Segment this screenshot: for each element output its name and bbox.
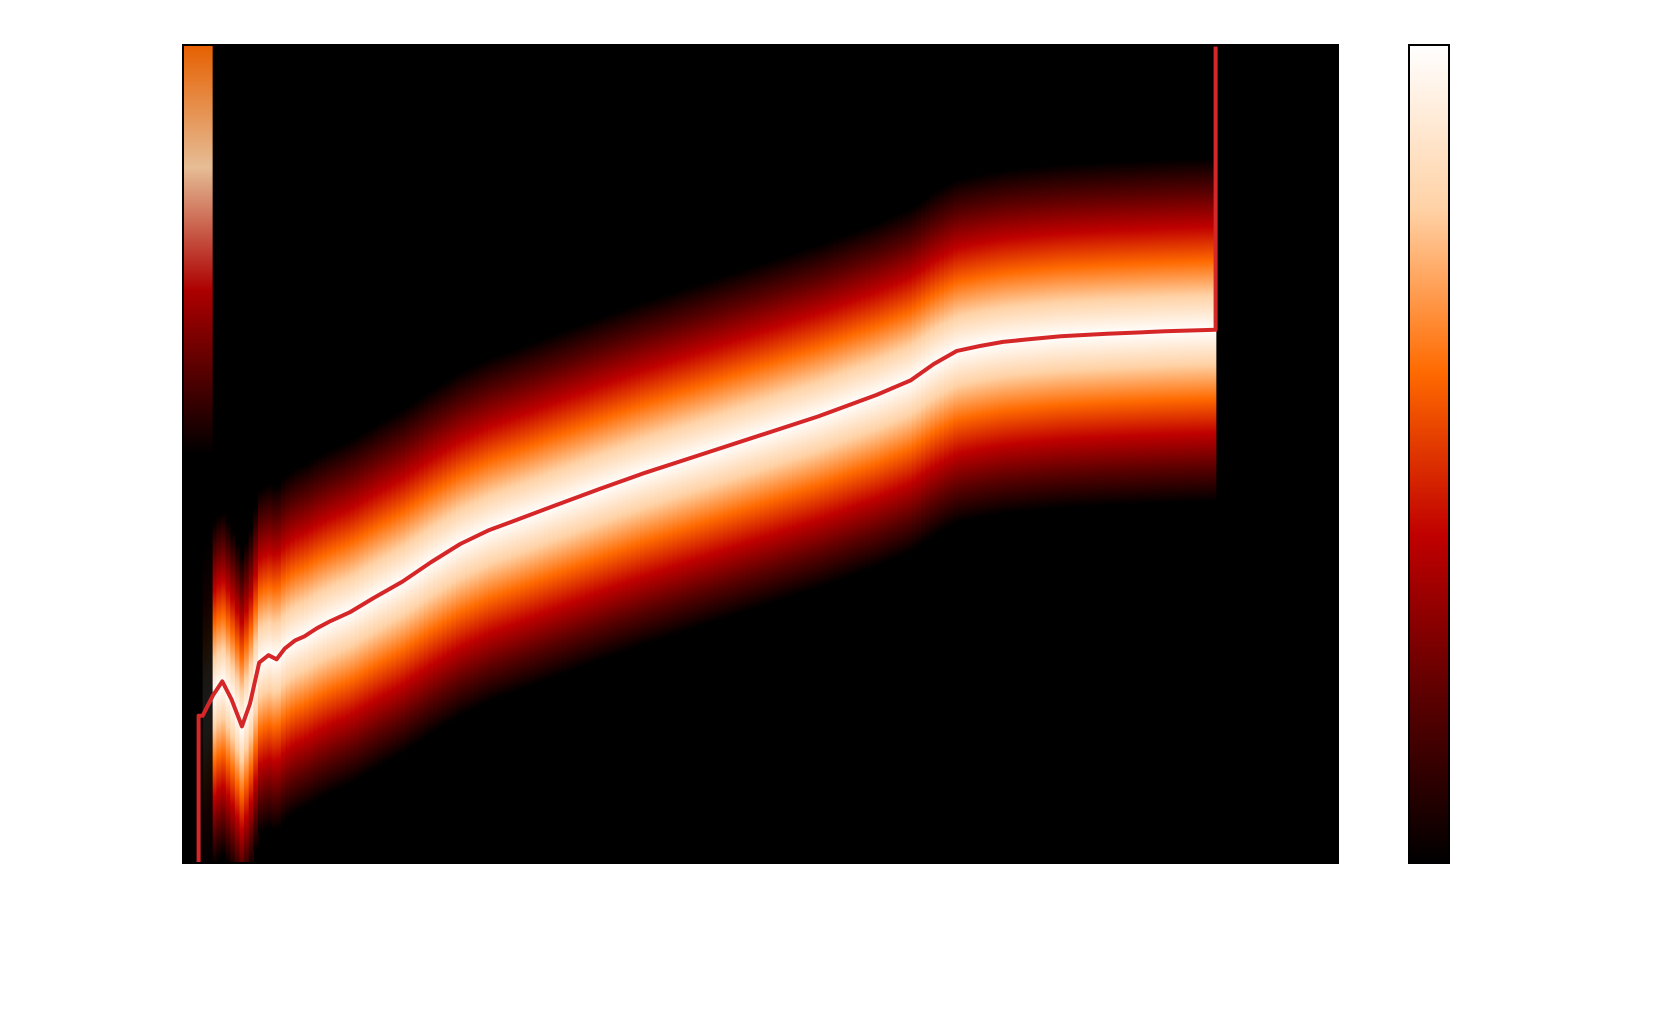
heatmap-cell bbox=[239, 554, 245, 863]
heatmap-cell bbox=[230, 530, 236, 863]
heatmap-cell bbox=[234, 542, 241, 863]
plot-frame bbox=[182, 44, 1339, 864]
plot-area bbox=[183, 45, 1338, 863]
heatmap-cell bbox=[244, 541, 250, 863]
colorbar-gradient bbox=[1409, 45, 1449, 863]
series-line bbox=[196, 46, 1218, 863]
colorbar bbox=[1408, 44, 1450, 864]
colorbar-frame bbox=[1408, 44, 1450, 864]
